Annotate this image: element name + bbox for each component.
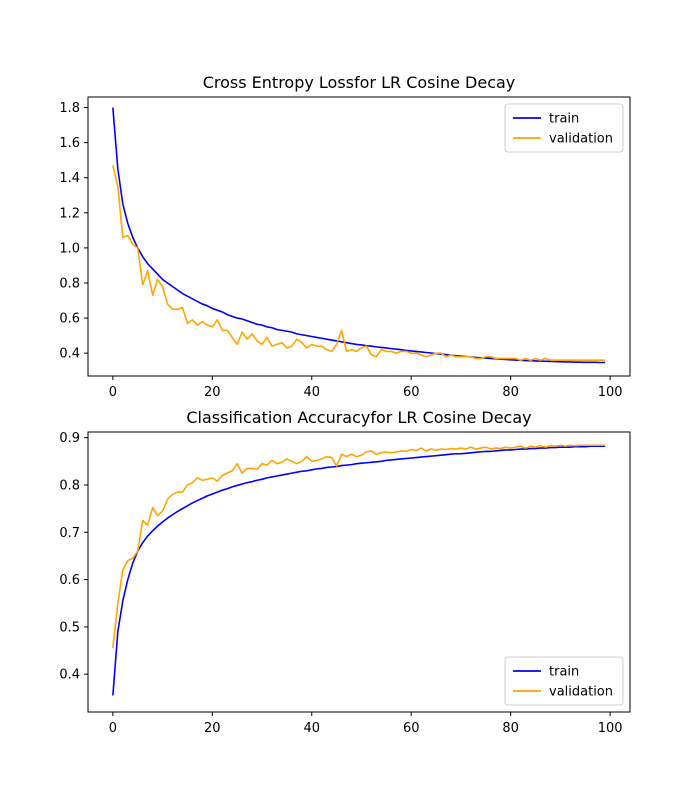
chart-title: Cross Entropy Lossfor LR Cosine Decay (203, 73, 516, 92)
y-tick-label: 0.4 (59, 668, 80, 683)
x-tick-label: 60 (403, 385, 420, 400)
x-tick-label: 20 (204, 721, 221, 736)
x-tick-label: 40 (303, 721, 320, 736)
legend-box (504, 656, 624, 706)
y-tick-label: 0.6 (59, 573, 80, 588)
legend-label-train: train (549, 112, 579, 127)
y-tick-label: 1.6 (59, 136, 80, 151)
x-tick-label: 20 (204, 385, 221, 400)
y-tick-label: 0.8 (59, 478, 80, 493)
y-tick-label: 0.9 (59, 431, 80, 446)
y-tick-label: 1.8 (59, 101, 80, 116)
y-tick-label: 1.4 (59, 171, 80, 186)
y-tick-label: 1.2 (59, 206, 80, 221)
x-tick-label: 0 (109, 385, 117, 400)
x-tick-label: 40 (303, 385, 320, 400)
x-tick-label: 60 (403, 721, 420, 736)
plot-frame (87, 96, 631, 377)
plot-frame (87, 431, 631, 713)
legend: train validation (504, 103, 624, 153)
y-tick-label: 1.0 (59, 241, 80, 256)
legend-label-validation: validation (549, 132, 613, 147)
legend-label-train: train (549, 665, 579, 680)
legend-box (504, 103, 624, 153)
series-line-validation (112, 165, 606, 362)
legend-label-validation: validation (549, 685, 613, 700)
chart-1: Cross Entropy Lossfor LR Cosine Decay 0 20… (59, 73, 631, 400)
y-tick-label: 0.7 (59, 526, 80, 541)
chart-2: Classification Accuracyfor LR Cosine Dec… (59, 408, 631, 736)
y-tick-label: 0.8 (59, 277, 80, 292)
y-tick-label: 0.4 (59, 347, 80, 362)
chart-title: Classification Accuracyfor LR Cosine Dec… (186, 408, 531, 427)
series-line-train (112, 107, 606, 364)
x-tick-label: 100 (598, 721, 623, 736)
x-tick-label: 80 (502, 385, 519, 400)
x-tick-label: 100 (598, 385, 623, 400)
series-line-validation (112, 444, 606, 649)
y-tick-label: 0.5 (59, 620, 80, 635)
series-line-train (112, 445, 606, 696)
legend: train validation (504, 656, 624, 706)
x-tick-label: 80 (502, 721, 519, 736)
x-tick-label: 0 (109, 721, 117, 736)
y-tick-label: 0.6 (59, 312, 80, 327)
